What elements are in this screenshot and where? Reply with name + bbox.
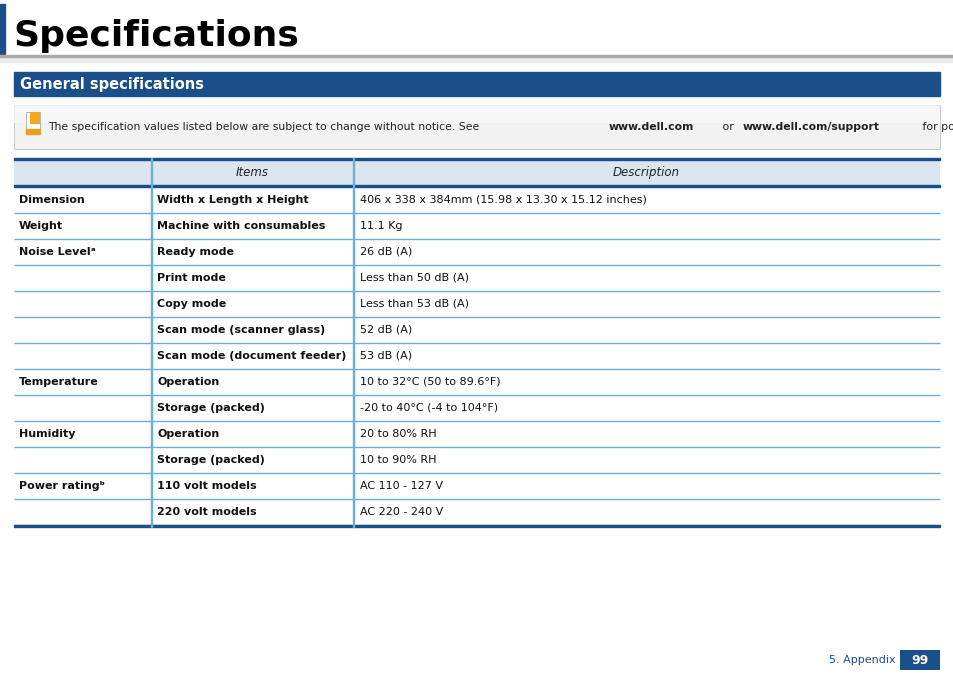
Bar <box>899 650 939 670</box>
Bar <box>14 499 939 524</box>
Bar <box>14 499 939 500</box>
Bar <box>14 472 939 499</box>
Bar <box>14 185 939 186</box>
Bar <box>0 4 5 54</box>
Bar <box>14 265 939 291</box>
Bar <box>14 524 939 525</box>
Text: Description: Description <box>612 166 679 179</box>
Text: Machine with consumables: Machine with consumables <box>157 221 325 231</box>
Text: Operation: Operation <box>157 377 219 387</box>
Bar <box>14 421 939 447</box>
Text: www.dell.com/support: www.dell.com/support <box>741 122 879 132</box>
Text: Operation: Operation <box>157 429 219 439</box>
Text: Less than 50 dB (A): Less than 50 dB (A) <box>359 273 469 283</box>
Bar <box>14 472 939 473</box>
Text: 5. Appendix: 5. Appendix <box>828 655 895 665</box>
Bar <box>14 447 939 448</box>
Bar <box>14 158 939 160</box>
Polygon shape <box>30 112 40 124</box>
Bar <box>0 57 953 61</box>
Text: 11.1 Kg: 11.1 Kg <box>359 221 402 231</box>
Bar <box>14 105 939 149</box>
Bar <box>14 317 939 343</box>
Bar <box>14 369 939 395</box>
FancyBboxPatch shape <box>26 112 40 134</box>
Text: Print mode: Print mode <box>157 273 226 283</box>
Bar <box>14 395 939 421</box>
Text: or: or <box>719 122 737 132</box>
Text: 10 to 90% RH: 10 to 90% RH <box>359 454 436 464</box>
Text: Specifications: Specifications <box>13 19 298 53</box>
Text: AC 110 - 127 V: AC 110 - 127 V <box>359 481 442 491</box>
Bar <box>14 238 939 265</box>
Text: 20 to 80% RH: 20 to 80% RH <box>359 429 436 439</box>
Text: Copy mode: Copy mode <box>157 298 226 308</box>
Text: 220 volt models: 220 volt models <box>157 507 256 516</box>
Text: Temperature: Temperature <box>19 377 99 387</box>
Text: 52 dB (A): 52 dB (A) <box>359 325 412 335</box>
Bar <box>14 343 939 344</box>
Text: Noise Levelᵃ: Noise Levelᵃ <box>19 246 95 256</box>
Text: Width x Length x Height: Width x Length x Height <box>157 194 309 205</box>
Bar <box>14 395 939 396</box>
Bar <box>14 291 939 292</box>
Text: 99: 99 <box>910 653 927 666</box>
Text: www.dell.com: www.dell.com <box>608 122 694 132</box>
Text: 406 x 338 x 384mm (15.98 x 13.30 x 15.12 inches): 406 x 338 x 384mm (15.98 x 13.30 x 15.12… <box>359 194 646 205</box>
Bar <box>14 447 939 472</box>
Text: Ready mode: Ready mode <box>157 246 233 256</box>
Text: Items: Items <box>235 166 268 179</box>
Bar <box>14 238 939 240</box>
Text: Weight: Weight <box>19 221 63 231</box>
Text: Humidity: Humidity <box>19 429 75 439</box>
Text: Storage (packed): Storage (packed) <box>157 402 265 412</box>
Text: -20 to 40°C (-4 to 104°F): -20 to 40°C (-4 to 104°F) <box>359 402 497 412</box>
Text: Dimension: Dimension <box>19 194 85 205</box>
Bar <box>14 524 939 526</box>
Text: AC 220 - 240 V: AC 220 - 240 V <box>359 507 443 516</box>
Bar <box>14 213 939 238</box>
Bar <box>26 129 40 134</box>
Bar <box>14 105 939 123</box>
Text: Less than 53 dB (A): Less than 53 dB (A) <box>359 298 469 308</box>
Text: 10 to 32°C (50 to 89.6°F): 10 to 32°C (50 to 89.6°F) <box>359 377 500 387</box>
Text: Scan mode (document feeder): Scan mode (document feeder) <box>157 350 346 360</box>
Bar <box>14 160 939 185</box>
Text: The specification values listed below are subject to change without notice. See: The specification values listed below ar… <box>48 122 482 132</box>
Bar <box>0 55 953 57</box>
Text: Scan mode (scanner glass): Scan mode (scanner glass) <box>157 325 325 335</box>
Text: 110 volt models: 110 volt models <box>157 481 256 491</box>
Bar <box>14 72 939 96</box>
Text: General specifications: General specifications <box>20 76 204 92</box>
Text: Power ratingᵇ: Power ratingᵇ <box>19 481 105 491</box>
Text: 26 dB (A): 26 dB (A) <box>359 246 412 256</box>
Text: 53 dB (A): 53 dB (A) <box>359 350 412 360</box>
Text: Storage (packed): Storage (packed) <box>157 454 265 464</box>
Bar <box>14 186 939 213</box>
Text: for possible changes in information.: for possible changes in information. <box>919 122 953 132</box>
Bar <box>14 291 939 317</box>
Bar <box>14 343 939 369</box>
